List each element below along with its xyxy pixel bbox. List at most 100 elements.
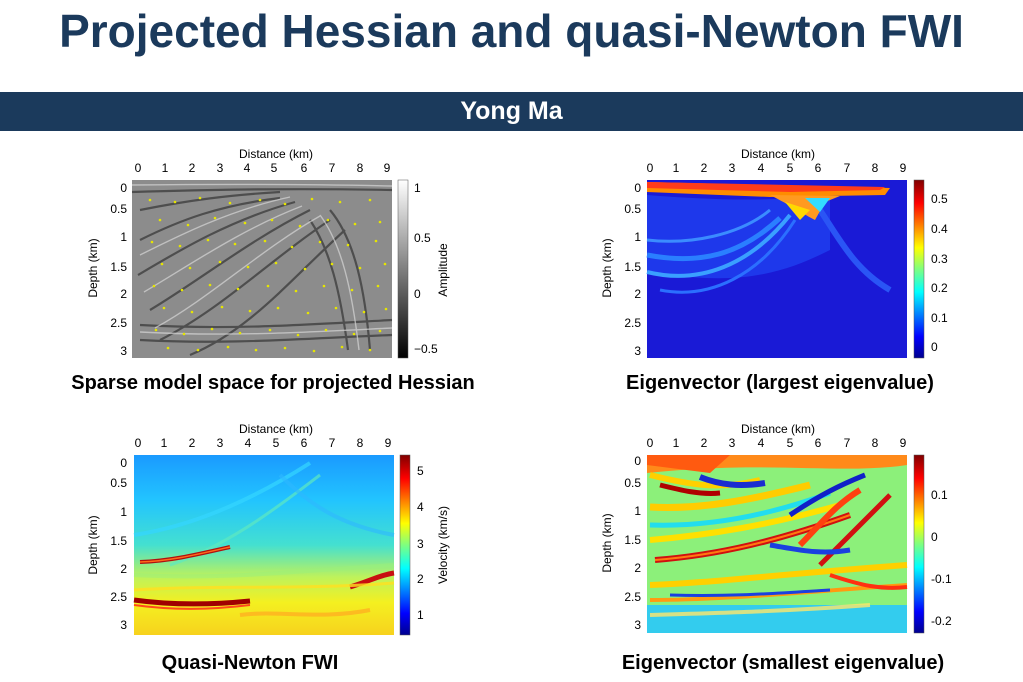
x-tick: 6	[301, 161, 308, 175]
y-tick-labels: 0 0.5 1 1.5 2 2.5 3	[110, 181, 127, 358]
y-tick: 2	[120, 287, 127, 301]
caption-eigenvector-largest: Eigenvector (largest eigenvalue)	[626, 372, 934, 394]
x-tick-labels: 0 1 2 3 4 5 6 7 8 9	[135, 161, 391, 175]
colorbar-tick: 0	[931, 340, 938, 354]
y-tick: 0	[634, 454, 641, 468]
x-tick: 7	[844, 436, 851, 450]
x-tick: 4	[758, 436, 765, 450]
y-tick: 1.5	[624, 533, 641, 547]
eigenvector-colorbar	[913, 179, 925, 359]
colorbar-tick: 0	[931, 530, 938, 544]
x-tick: 8	[872, 436, 879, 450]
x-tick: 1	[673, 161, 680, 175]
y-tick: 2.5	[624, 316, 641, 330]
colorbar-tick-labels: 5 4 3 2 1	[417, 464, 424, 622]
y-tick: 0	[120, 456, 127, 470]
colorbar-tick-labels: 0.1 0 -0.1 -0.2	[931, 488, 952, 628]
x-tick: 4	[244, 161, 251, 175]
colorbar-tick: 2	[417, 572, 424, 586]
x-tick: 2	[189, 161, 196, 175]
velocity-colorbar	[399, 454, 411, 636]
x-tick: 5	[787, 436, 794, 450]
y-tick: 0.5	[624, 202, 641, 216]
x-tick: 2	[701, 161, 708, 175]
x-tick: 0	[647, 436, 654, 450]
y-tick-labels: 0 0.5 1 1.5 2 2.5 3	[624, 454, 641, 632]
x-axis-label: Distance (km)	[239, 422, 313, 436]
y-tick: 2	[634, 561, 641, 575]
colorbar-tick: 0.4	[931, 222, 948, 236]
quasi-newton-fwi-figure: Distance (km) 0 1 2 3 4 5 6 7 8 9 0 0.5 …	[86, 422, 450, 636]
amplitude-colorbar	[397, 179, 409, 359]
y-tick: 2	[120, 562, 127, 576]
x-tick: 9	[385, 436, 392, 450]
y-tick-labels: 0 0.5 1 1.5 2 2.5 3	[110, 456, 127, 632]
y-tick: 3	[120, 618, 127, 632]
caption-quasi-newton-fwi: Quasi-Newton FWI	[161, 652, 339, 674]
colorbar-tick: 0.1	[931, 488, 948, 502]
x-tick: 6	[815, 161, 822, 175]
y-tick: 0.5	[110, 202, 127, 216]
author-name: Yong Ma	[460, 97, 563, 125]
x-tick: 3	[729, 436, 736, 450]
y-axis-label: Depth (km)	[86, 238, 100, 297]
y-tick: 2	[634, 287, 641, 301]
colorbar-tick: 0.1	[931, 311, 948, 325]
x-tick: 9	[384, 161, 391, 175]
x-tick: 7	[329, 436, 336, 450]
x-tick: 3	[217, 161, 224, 175]
colorbar-tick: 0.5	[414, 231, 431, 245]
y-tick: 1.5	[624, 260, 641, 274]
x-tick: 7	[844, 161, 851, 175]
seismic-image	[131, 180, 393, 358]
colorbar-tick: 0.2	[931, 281, 948, 295]
x-tick: 1	[673, 436, 680, 450]
y-tick: 1.5	[110, 260, 127, 274]
y-tick: 0	[120, 181, 127, 195]
y-tick: 1	[120, 505, 127, 519]
x-tick: 5	[787, 161, 794, 175]
x-tick: 0	[135, 161, 142, 175]
y-axis-label: Depth (km)	[600, 238, 614, 297]
eigenvector-smallest-image	[647, 455, 908, 633]
y-tick: 2.5	[110, 590, 127, 604]
y-tick: 3	[634, 344, 641, 358]
y-tick: 2.5	[110, 316, 127, 330]
x-tick-labels: 0 1 2 3 4 5 6 7 8 9	[647, 436, 907, 450]
x-tick: 4	[758, 161, 765, 175]
eigenvector-largest-figure: Distance (km) 0 1 2 3 4 5 6 7 8 9 0 0.5 …	[600, 147, 948, 359]
colorbar-tick: 0.3	[931, 252, 948, 266]
x-tick-labels: 0 1 2 3 4 5 6 7 8 9	[135, 436, 392, 450]
colorbar-tick: 0.5	[931, 192, 948, 206]
x-axis-label: Distance (km)	[741, 147, 815, 161]
colorbar-tick-labels: 1 0.5 0 −0.5	[414, 181, 438, 356]
colorbar-tick: 1	[417, 608, 424, 622]
x-tick: 9	[900, 436, 907, 450]
colorbar-tick: -0.1	[931, 572, 952, 586]
x-tick: 2	[189, 436, 196, 450]
x-tick: 0	[135, 436, 142, 450]
x-axis-label: Distance (km)	[741, 422, 815, 436]
eigenvector-largest-image	[646, 180, 907, 358]
x-tick: 0	[647, 161, 654, 175]
eigenvector-smallest-figure: Distance (km) 0 1 2 3 4 5 6 7 8 9 0 0.5 …	[600, 422, 952, 634]
colorbar-tick: -0.2	[931, 614, 952, 628]
velocity-model-image	[133, 455, 395, 635]
caption-eigenvector-smallest: Eigenvector (smallest eigenvalue)	[621, 652, 945, 674]
x-tick: 4	[245, 436, 252, 450]
y-tick: 3	[120, 344, 127, 358]
x-axis-label: Distance (km)	[239, 147, 313, 161]
y-tick: 3	[634, 618, 641, 632]
x-tick: 8	[357, 161, 364, 175]
x-tick: 2	[701, 436, 708, 450]
y-tick: 1	[120, 230, 127, 244]
y-tick: 0.5	[624, 476, 641, 490]
y-tick: 1.5	[110, 534, 127, 548]
y-tick: 0	[634, 181, 641, 195]
x-tick: 9	[900, 161, 907, 175]
x-tick: 6	[301, 436, 308, 450]
sparse-sample-points	[148, 196, 388, 353]
y-tick: 2.5	[624, 590, 641, 604]
eigenvector-colorbar	[913, 454, 925, 634]
caption-sparse-model: Sparse model space for projected Hessian	[71, 372, 475, 394]
